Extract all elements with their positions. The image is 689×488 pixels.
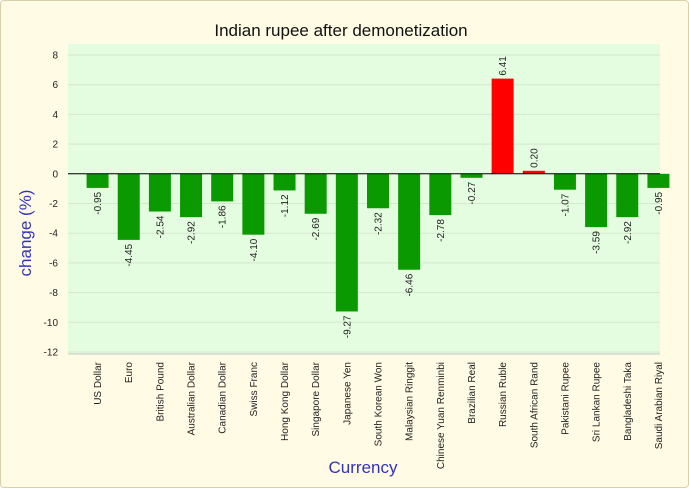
y-tick-label: -10 — [44, 318, 59, 329]
data-label: -2.32 — [374, 212, 385, 235]
bar — [335, 173, 358, 312]
y-axis-ticks: 8 6 4 2 0 -2 -4 -6 -8 -10 -12 — [44, 51, 59, 359]
bars — [86, 78, 670, 312]
data-label: -0.27 — [467, 181, 478, 204]
x-axis-ticks: US Dollar Euro British Pound Australian Dol… — [93, 361, 665, 469]
x-axis-title: Currency — [329, 458, 398, 477]
data-label: -2.78 — [436, 219, 447, 242]
y-tick-label: -4 — [49, 229, 58, 240]
x-tick-label: South Korean Won — [374, 362, 385, 446]
data-labels: -0.95 -4.45 -2.54 -2.92 -1.86 -4.10 -1.12 -2.69… — [93, 56, 665, 339]
bar — [647, 173, 670, 188]
y-tick-label: -2 — [49, 199, 58, 210]
x-tick-label: Chinese Yuan Renminbi — [436, 362, 447, 469]
x-tick-label: Sri Lankan Rupee — [592, 362, 603, 442]
data-label: -1.07 — [560, 193, 571, 216]
bar — [304, 173, 327, 214]
data-label: -2.69 — [311, 217, 322, 240]
y-tick-label: 0 — [52, 169, 58, 180]
x-tick-label: Bangladeshi Taka — [623, 362, 634, 441]
x-tick-label: Swiss Franc — [249, 362, 260, 416]
y-tick-label: 8 — [52, 51, 58, 62]
data-label: -1.86 — [218, 205, 229, 228]
data-label: -0.95 — [93, 191, 104, 214]
data-label: -4.10 — [249, 238, 260, 261]
x-tick-label: US Dollar — [93, 361, 104, 404]
x-tick-label: Japanese Yen — [342, 362, 353, 425]
x-tick-label: Brazilian Real — [467, 362, 478, 424]
y-tick-label: -8 — [49, 288, 58, 299]
data-label: 6.41 — [498, 56, 509, 76]
bar — [242, 173, 265, 235]
bar — [429, 173, 452, 216]
x-tick-label: Malaysian Ringgit — [405, 362, 416, 441]
y-axis-title: change (%) — [16, 190, 35, 277]
bar — [273, 173, 296, 191]
data-label: -2.92 — [187, 221, 198, 244]
x-tick-label: Pakistani Rupee — [560, 362, 571, 435]
bar — [180, 173, 203, 218]
y-tick-label: -6 — [49, 258, 58, 269]
chart-title: Indian rupee after demonetization — [214, 21, 467, 40]
bar — [616, 173, 639, 218]
x-tick-label: British Pound — [155, 362, 166, 421]
x-tick-label: Singapore Dollar — [311, 361, 322, 436]
data-label: -6.46 — [405, 273, 416, 296]
bar — [522, 170, 545, 174]
data-label: -4.45 — [124, 243, 135, 266]
data-label: 0.20 — [529, 148, 540, 168]
data-label: -9.27 — [342, 315, 353, 338]
bar — [585, 173, 608, 228]
x-tick-label: Saudi Arabian Riyal — [654, 362, 665, 449]
bar — [460, 173, 483, 178]
bar — [211, 173, 234, 202]
y-tick-label: 2 — [52, 140, 58, 151]
x-tick-label: South African Rand — [529, 362, 540, 448]
data-label: -1.12 — [280, 194, 291, 217]
data-label: -2.92 — [623, 221, 634, 244]
bar — [367, 173, 389, 209]
bar — [553, 173, 576, 190]
y-tick-label: -12 — [44, 348, 59, 359]
data-label: -2.54 — [155, 215, 166, 238]
bar — [398, 173, 421, 270]
data-label: -0.95 — [654, 191, 665, 214]
bar — [117, 173, 140, 240]
y-tick-label: 4 — [52, 110, 58, 121]
x-tick-label: Euro — [124, 362, 135, 384]
bar — [491, 78, 514, 174]
y-tick-label: 6 — [52, 80, 58, 91]
bar — [86, 173, 109, 188]
data-label: -3.59 — [592, 231, 603, 254]
x-tick-label: Australian Dollar — [187, 361, 198, 435]
x-tick-label: Hong Kong Dollar — [280, 361, 291, 441]
x-tick-label: Russian Ruble — [498, 362, 509, 427]
x-tick-label: Canadian Dollar — [218, 361, 229, 433]
bar — [148, 173, 171, 212]
